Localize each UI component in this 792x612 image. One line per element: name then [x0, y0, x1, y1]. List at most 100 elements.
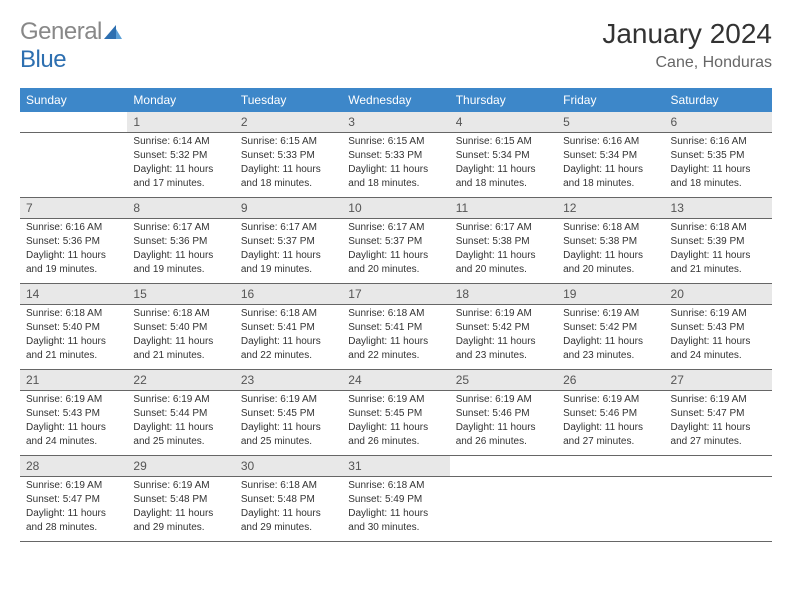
sunset-line: Sunset: 5:34 PM: [456, 149, 551, 163]
d1-line: Daylight: 11 hours: [563, 335, 658, 349]
sunset-line: Sunset: 5:36 PM: [133, 235, 228, 249]
d2-line: and 28 minutes.: [26, 521, 121, 535]
logo: GeneralBlue: [20, 18, 124, 74]
d1-line: Daylight: 11 hours: [671, 421, 766, 435]
d2-line: and 25 minutes.: [133, 435, 228, 449]
day-sun-info: Sunrise: 6:18 AMSunset: 5:41 PMDaylight:…: [235, 305, 342, 369]
sunset-line: Sunset: 5:45 PM: [348, 407, 443, 421]
logo-text: GeneralBlue: [20, 18, 124, 74]
sunset-line: Sunset: 5:37 PM: [348, 235, 443, 249]
d1-line: Daylight: 11 hours: [348, 507, 443, 521]
day-number-cell: 12: [557, 198, 664, 219]
day-info-cell: Sunrise: 6:15 AMSunset: 5:33 PMDaylight:…: [342, 133, 449, 198]
d2-line: and 30 minutes.: [348, 521, 443, 535]
d1-line: Daylight: 11 hours: [456, 335, 551, 349]
day-sun-info: Sunrise: 6:19 AMSunset: 5:46 PMDaylight:…: [450, 391, 557, 455]
sunrise-line: Sunrise: 6:18 AM: [241, 479, 336, 493]
week-daynum-row: 14151617181920: [20, 284, 772, 305]
sunrise-line: Sunrise: 6:18 AM: [671, 221, 766, 235]
day-info-cell: Sunrise: 6:18 AMSunset: 5:39 PMDaylight:…: [665, 219, 772, 284]
sunset-line: Sunset: 5:33 PM: [241, 149, 336, 163]
day-info-cell: Sunrise: 6:19 AMSunset: 5:46 PMDaylight:…: [450, 391, 557, 456]
day-number: 4: [450, 112, 557, 132]
sunrise-line: Sunrise: 6:15 AM: [348, 135, 443, 149]
day-sun-info: Sunrise: 6:17 AMSunset: 5:37 PMDaylight:…: [342, 219, 449, 283]
day-number: 5: [557, 112, 664, 132]
d1-line: Daylight: 11 hours: [563, 163, 658, 177]
day-info-cell: Sunrise: 6:18 AMSunset: 5:40 PMDaylight:…: [127, 305, 234, 370]
day-sun-info: Sunrise: 6:18 AMSunset: 5:40 PMDaylight:…: [20, 305, 127, 369]
week-info-row: Sunrise: 6:16 AMSunset: 5:36 PMDaylight:…: [20, 219, 772, 284]
sunset-line: Sunset: 5:46 PM: [563, 407, 658, 421]
day-info-cell: Sunrise: 6:17 AMSunset: 5:38 PMDaylight:…: [450, 219, 557, 284]
calendar-page: GeneralBlue January 2024 Cane, Honduras …: [0, 0, 792, 560]
d1-line: Daylight: 11 hours: [241, 421, 336, 435]
day-number: 3: [342, 112, 449, 132]
d2-line: and 23 minutes.: [563, 349, 658, 363]
day-number-cell: 9: [235, 198, 342, 219]
d2-line: and 18 minutes.: [241, 177, 336, 191]
week-daynum-row: 21222324252627: [20, 370, 772, 391]
day-number-cell: 5: [557, 112, 664, 133]
sunset-line: Sunset: 5:38 PM: [563, 235, 658, 249]
day-number-cell: 16: [235, 284, 342, 305]
day-info-cell: Sunrise: 6:19 AMSunset: 5:44 PMDaylight:…: [127, 391, 234, 456]
sunrise-line: Sunrise: 6:14 AM: [133, 135, 228, 149]
day-info-cell: Sunrise: 6:18 AMSunset: 5:49 PMDaylight:…: [342, 477, 449, 542]
d2-line: and 20 minutes.: [348, 263, 443, 277]
sunrise-line: Sunrise: 6:19 AM: [456, 393, 551, 407]
d1-line: Daylight: 11 hours: [348, 421, 443, 435]
day-number-cell: 22: [127, 370, 234, 391]
week-daynum-row: 123456: [20, 112, 772, 133]
week-daynum-row: 28293031: [20, 456, 772, 477]
day-sun-info: Sunrise: 6:19 AMSunset: 5:48 PMDaylight:…: [127, 477, 234, 541]
day-sun-info: Sunrise: 6:19 AMSunset: 5:43 PMDaylight:…: [20, 391, 127, 455]
sunrise-line: Sunrise: 6:18 AM: [133, 307, 228, 321]
d1-line: Daylight: 11 hours: [26, 249, 121, 263]
sunset-line: Sunset: 5:43 PM: [26, 407, 121, 421]
day-number: 18: [450, 284, 557, 304]
day-number: 30: [235, 456, 342, 476]
day-number: 29: [127, 456, 234, 476]
calendar-header-row: SundayMondayTuesdayWednesdayThursdayFrid…: [20, 88, 772, 112]
day-number-cell: 27: [665, 370, 772, 391]
weekday-header: Friday: [557, 88, 664, 112]
weekday-header: Thursday: [450, 88, 557, 112]
day-number: 16: [235, 284, 342, 304]
sunrise-line: Sunrise: 6:17 AM: [348, 221, 443, 235]
day-number-cell: 18: [450, 284, 557, 305]
day-info-cell: Sunrise: 6:19 AMSunset: 5:47 PMDaylight:…: [665, 391, 772, 456]
day-number: 15: [127, 284, 234, 304]
day-number: 31: [342, 456, 449, 476]
weekday-header: Monday: [127, 88, 234, 112]
day-info-cell: Sunrise: 6:14 AMSunset: 5:32 PMDaylight:…: [127, 133, 234, 198]
day-sun-info: Sunrise: 6:18 AMSunset: 5:40 PMDaylight:…: [127, 305, 234, 369]
day-number-cell: [665, 456, 772, 477]
day-sun-info: Sunrise: 6:19 AMSunset: 5:42 PMDaylight:…: [450, 305, 557, 369]
d1-line: Daylight: 11 hours: [456, 421, 551, 435]
sunset-line: Sunset: 5:34 PM: [563, 149, 658, 163]
d1-line: Daylight: 11 hours: [348, 163, 443, 177]
day-sun-info: Sunrise: 6:19 AMSunset: 5:44 PMDaylight:…: [127, 391, 234, 455]
weekday-header: Tuesday: [235, 88, 342, 112]
weekday-header: Wednesday: [342, 88, 449, 112]
day-number: 6: [665, 112, 772, 132]
day-number-cell: 10: [342, 198, 449, 219]
day-number: 19: [557, 284, 664, 304]
d1-line: Daylight: 11 hours: [671, 163, 766, 177]
sunset-line: Sunset: 5:37 PM: [241, 235, 336, 249]
day-number-cell: 31: [342, 456, 449, 477]
day-info-cell: Sunrise: 6:18 AMSunset: 5:41 PMDaylight:…: [235, 305, 342, 370]
title-block: January 2024 Cane, Honduras: [602, 18, 772, 72]
sunset-line: Sunset: 5:42 PM: [563, 321, 658, 335]
d1-line: Daylight: 11 hours: [241, 335, 336, 349]
sunset-line: Sunset: 5:39 PM: [671, 235, 766, 249]
sunrise-line: Sunrise: 6:19 AM: [26, 393, 121, 407]
day-number-cell: 15: [127, 284, 234, 305]
d1-line: Daylight: 11 hours: [26, 335, 121, 349]
day-info-cell: Sunrise: 6:18 AMSunset: 5:41 PMDaylight:…: [342, 305, 449, 370]
sunset-line: Sunset: 5:40 PM: [133, 321, 228, 335]
week-info-row: Sunrise: 6:19 AMSunset: 5:47 PMDaylight:…: [20, 477, 772, 542]
day-info-cell: Sunrise: 6:16 AMSunset: 5:34 PMDaylight:…: [557, 133, 664, 198]
day-info-cell: Sunrise: 6:17 AMSunset: 5:36 PMDaylight:…: [127, 219, 234, 284]
